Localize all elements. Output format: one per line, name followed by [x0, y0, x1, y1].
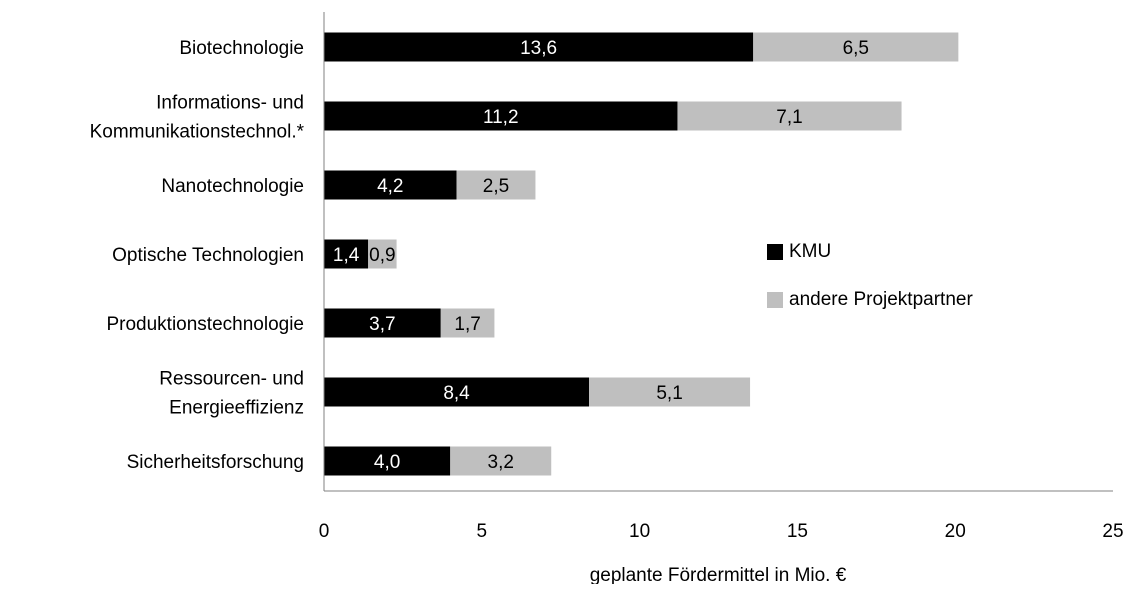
x-tick-labels-group: 0 5 10 15 20 25 — [319, 521, 1124, 542]
x-tick-label-4: 20 — [945, 521, 966, 542]
bar-partner-0 — [753, 32, 959, 62]
data-label-partner-1: 7,1 — [776, 107, 802, 128]
legend: KMU andere Projektpartner — [767, 241, 973, 310]
category-label-6: Sicherheitsforschung — [127, 452, 304, 473]
x-tick-label-3: 15 — [787, 521, 808, 542]
data-label-partner-2: 2,5 — [483, 176, 509, 197]
data-label-partner-4: 1,7 — [454, 314, 480, 335]
x-tick-label-5: 25 — [1102, 521, 1123, 542]
data-label-kmu-4: 3,7 — [369, 314, 395, 335]
bar-kmu-1 — [324, 101, 678, 131]
legend-label-kmu: KMU — [789, 241, 831, 262]
data-label-kmu-2: 4,2 — [377, 176, 403, 197]
bar-labels-group: 13,6 6,5 11,2 7,1 4,2 2,5 1,4 0,9 3,7 1,7 8,4 5,1 4,… — [333, 38, 869, 473]
x-axis-title: geplante Fördermittel in Mio. € — [590, 565, 847, 584]
bar-partner-5 — [589, 377, 751, 407]
category-label-1-line-1: Kommunikationstechnol.* — [90, 122, 305, 143]
legend-label-partner: andere Projektpartner — [789, 289, 973, 310]
bar-partner-3 — [368, 239, 397, 269]
data-label-kmu-5: 8,4 — [443, 383, 470, 404]
bar-kmu-4 — [324, 308, 441, 338]
data-label-kmu-3: 1,4 — [333, 245, 360, 266]
legend-swatch-kmu — [767, 244, 783, 260]
bar-partner-6 — [450, 446, 552, 476]
category-label-4: Produktionstechnologie — [106, 314, 304, 335]
data-label-kmu-6: 4,0 — [374, 452, 400, 473]
bar-kmu-5 — [324, 377, 590, 407]
category-label-1-line-0: Informations- und — [156, 93, 304, 114]
data-label-partner-0: 6,5 — [843, 38, 869, 59]
data-label-kmu-0: 13,6 — [520, 38, 557, 59]
x-tick-label-2: 10 — [629, 521, 650, 542]
bar-kmu-2 — [324, 170, 457, 200]
x-tick-label-0: 0 — [319, 521, 330, 542]
category-label-2: Nanotechnologie — [161, 176, 304, 197]
bar-kmu-0 — [324, 32, 754, 62]
category-label-5-line-0: Ressourcen- und — [159, 369, 304, 390]
axes-group — [323, 12, 1113, 492]
data-label-partner-3: 0,9 — [369, 245, 395, 266]
bar-partner-2 — [456, 170, 536, 200]
category-label-0: Biotechnologie — [179, 38, 304, 59]
bar-partner-1 — [677, 101, 902, 131]
bars-group — [324, 32, 959, 476]
category-labels-group: Biotechnologie Informations- und Kommunika… — [90, 38, 305, 473]
legend-swatch-partner — [767, 292, 783, 308]
data-label-kmu-1: 11,2 — [483, 107, 519, 128]
bar-kmu-3 — [324, 239, 369, 269]
data-label-partner-6: 3,2 — [488, 452, 514, 473]
category-label-5-line-1: Energieeffizienz — [169, 398, 304, 419]
bar-partner-4 — [440, 308, 495, 338]
data-label-partner-5: 5,1 — [656, 383, 682, 404]
x-tick-label-1: 5 — [477, 521, 488, 542]
bar-kmu-6 — [324, 446, 451, 476]
category-label-3: Optische Technologien — [112, 245, 304, 266]
